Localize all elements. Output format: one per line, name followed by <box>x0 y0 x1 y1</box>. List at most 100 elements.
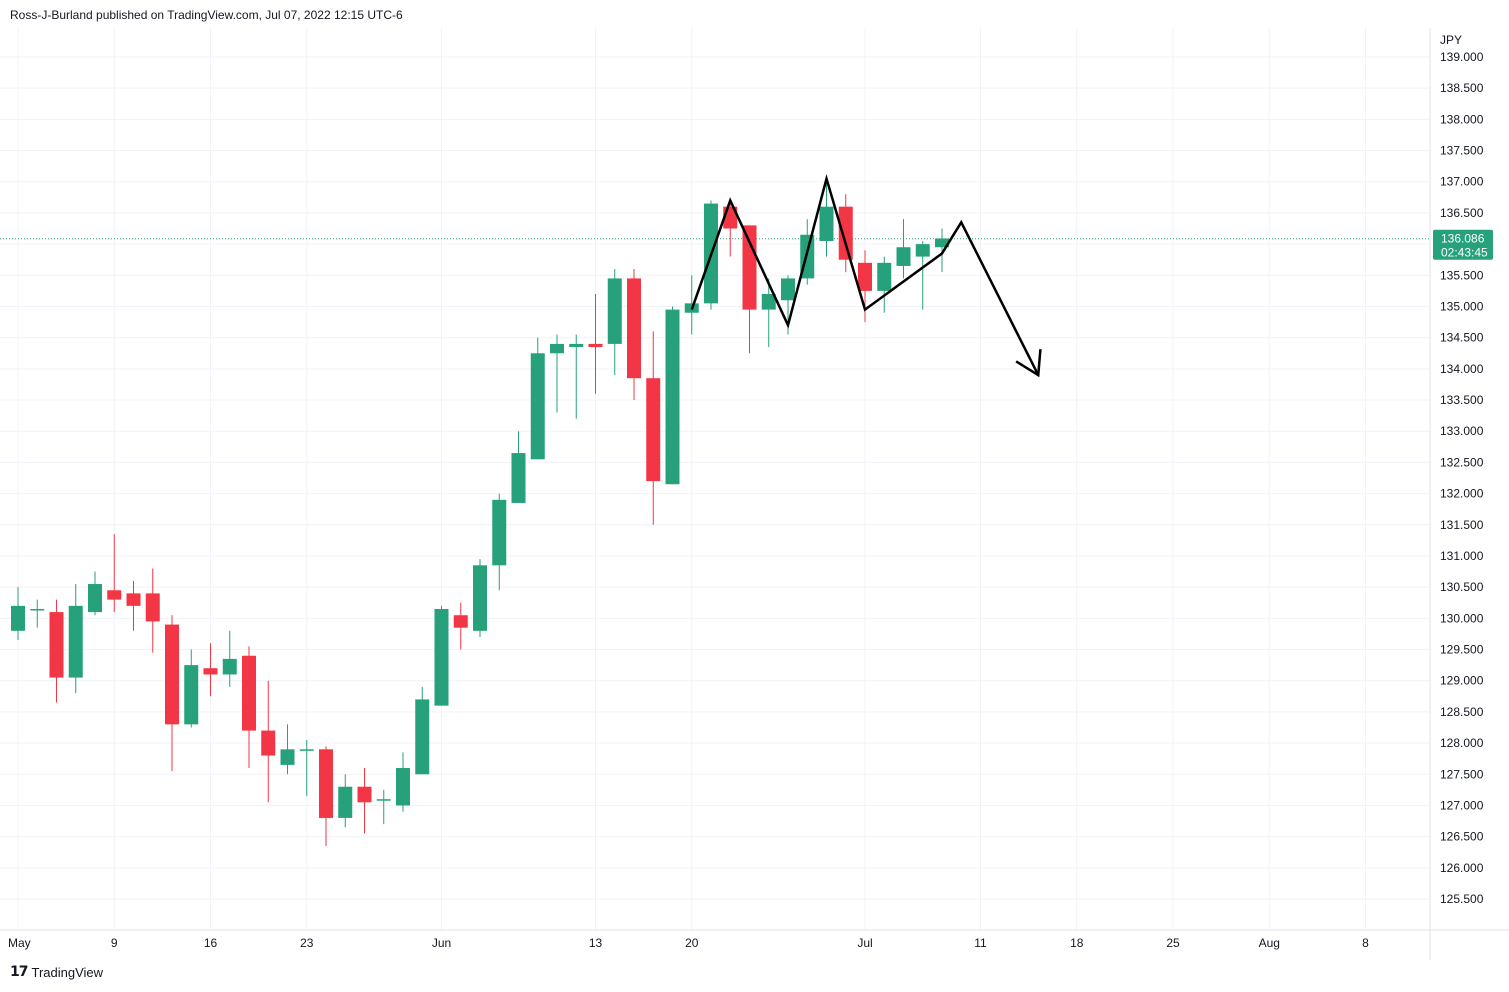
y-tick-label: 135.000 <box>1440 299 1484 313</box>
pattern-trend-line[interactable] <box>690 173 1040 376</box>
y-tick-label: 129.000 <box>1440 674 1484 688</box>
y-tick-label: 137.500 <box>1440 144 1484 158</box>
candle <box>376 789 391 825</box>
candle <box>415 686 430 775</box>
candle <box>88 571 102 616</box>
candle <box>396 752 410 812</box>
candle-body <box>511 453 526 503</box>
candle <box>473 559 487 638</box>
last-price-label: 136.086 02:43:45 <box>1433 229 1493 260</box>
candle-body <box>261 730 276 756</box>
y-axis-currency-label: JPY <box>1440 33 1462 47</box>
candle-body <box>453 615 468 628</box>
candle <box>68 584 83 694</box>
candle <box>453 602 468 650</box>
candle <box>646 331 661 525</box>
candle-body <box>530 353 545 460</box>
y-tick-label: 130.500 <box>1440 580 1484 594</box>
footer-brand-name: TradingView <box>31 964 104 980</box>
candle-body <box>222 658 237 675</box>
x-tick-label: 16 <box>204 936 218 950</box>
candle <box>877 256 892 313</box>
candle-body <box>396 768 410 806</box>
candle-body <box>838 206 853 260</box>
candle-body <box>415 699 430 775</box>
candle <box>261 680 276 803</box>
candle <box>742 225 757 354</box>
x-tick-label: 13 <box>589 936 603 950</box>
x-tick-label: Aug <box>1259 936 1280 950</box>
candle-body <box>49 612 64 678</box>
y-tick-label: 133.000 <box>1440 424 1484 438</box>
y-tick-label: 132.500 <box>1440 455 1484 469</box>
candle-body <box>299 749 314 751</box>
candle <box>858 250 872 323</box>
candles <box>11 181 949 846</box>
candle <box>896 219 911 279</box>
tradingview-logo-icon: 17 <box>10 964 29 980</box>
candle-body <box>88 584 102 613</box>
candle-body <box>665 309 680 485</box>
footer-branding[interactable]: 17 TradingView <box>10 964 103 980</box>
y-tick-label: 126.000 <box>1440 861 1484 875</box>
candle-body <box>280 749 295 765</box>
y-tick-label: 130.000 <box>1440 611 1484 625</box>
drawn-pattern[interactable] <box>690 173 1042 378</box>
y-tick-label: 139.000 <box>1440 50 1484 64</box>
candle-body <box>915 244 930 257</box>
candle-body <box>877 262 892 291</box>
candle-body <box>896 247 911 266</box>
candle-body <box>319 749 333 818</box>
x-tick-label: 9 <box>111 936 118 950</box>
y-tick-label: 131.000 <box>1440 549 1484 563</box>
candle <box>511 431 526 503</box>
candle <box>761 278 776 348</box>
candle <box>357 768 372 834</box>
y-tick-label: 127.000 <box>1440 798 1484 812</box>
y-tick-label: 134.500 <box>1440 331 1484 345</box>
candle-body <box>627 278 641 379</box>
candle <box>319 746 333 846</box>
x-tick-label: 18 <box>1070 936 1084 950</box>
candle <box>935 228 949 273</box>
candle <box>184 649 199 728</box>
candle <box>838 194 853 273</box>
candle-body <box>569 343 584 348</box>
candle <box>222 630 237 687</box>
candle-body <box>761 294 776 310</box>
candle <box>530 337 545 460</box>
y-tick-label: 133.500 <box>1440 393 1484 407</box>
candle-body <box>781 278 795 301</box>
y-tick-label: 128.500 <box>1440 705 1484 719</box>
candle-countdown: 02:43:45 <box>1441 246 1488 260</box>
candle-body <box>473 565 487 631</box>
candle-body <box>203 668 218 675</box>
candle-body <box>357 786 372 803</box>
candle <box>299 739 314 797</box>
candle <box>242 646 256 769</box>
candle <box>492 493 507 591</box>
candle <box>203 643 218 697</box>
candle <box>126 580 141 631</box>
y-tick-label: 127.500 <box>1440 767 1484 781</box>
y-tick-label: 131.500 <box>1440 518 1484 532</box>
candle <box>665 306 680 485</box>
candle <box>107 534 122 613</box>
candle-body <box>492 499 507 566</box>
candle-body <box>145 593 160 622</box>
x-tick-label: 23 <box>300 936 314 950</box>
candle-body <box>68 605 83 678</box>
y-tick-label: 138.500 <box>1440 81 1484 95</box>
y-tick-label: 134.000 <box>1440 362 1484 376</box>
x-tick-label: 25 <box>1166 936 1180 950</box>
x-tick-label: 8 <box>1362 936 1369 950</box>
candle-body <box>588 343 603 348</box>
candle-body <box>935 238 949 248</box>
candle-body <box>742 225 757 310</box>
candle-body <box>338 786 353 818</box>
candle-body <box>858 262 872 291</box>
candle <box>338 774 353 828</box>
candle-body <box>107 590 122 600</box>
candle <box>588 294 603 394</box>
